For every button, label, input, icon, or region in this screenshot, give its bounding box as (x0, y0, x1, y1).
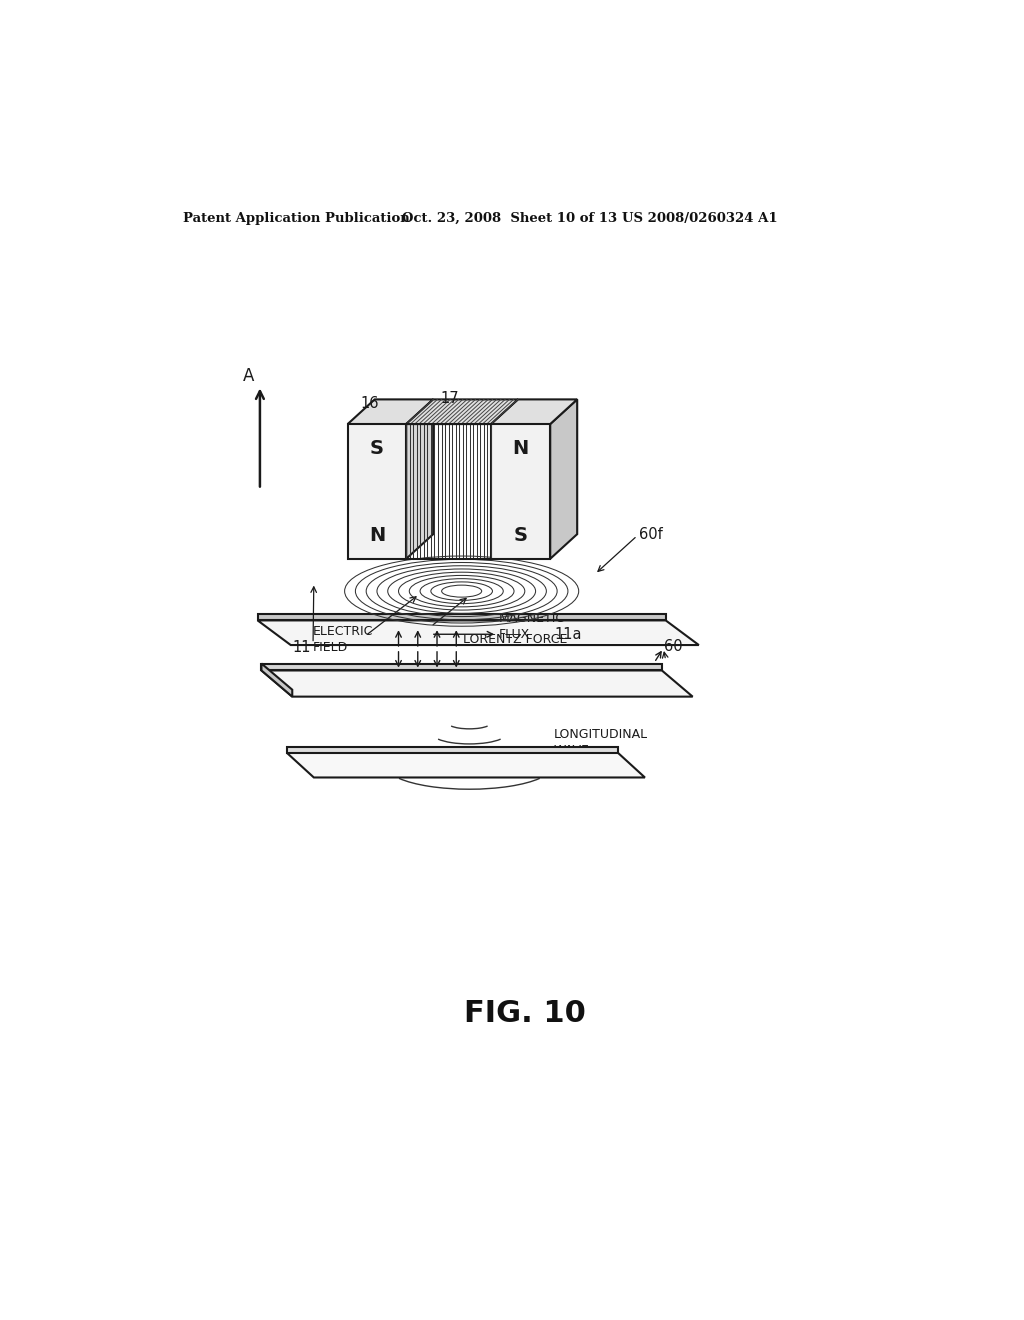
Text: LONGITUDINAL
WAVE: LONGITUDINAL WAVE (554, 727, 648, 756)
Text: Oct. 23, 2008  Sheet 10 of 13: Oct. 23, 2008 Sheet 10 of 13 (401, 213, 616, 224)
Polygon shape (258, 614, 666, 620)
Text: LORENTZ FORCE: LORENTZ FORCE (463, 634, 567, 647)
Polygon shape (261, 664, 662, 671)
Polygon shape (375, 400, 433, 535)
Polygon shape (407, 400, 518, 424)
Polygon shape (348, 400, 433, 424)
Polygon shape (287, 752, 645, 777)
Text: 11a: 11a (554, 627, 582, 642)
Text: S: S (370, 440, 384, 458)
Text: FIG. 10: FIG. 10 (464, 999, 586, 1027)
Text: US 2008/0260324 A1: US 2008/0260324 A1 (622, 213, 777, 224)
Text: 16: 16 (360, 396, 379, 411)
Text: S: S (514, 527, 527, 545)
Text: 17: 17 (440, 391, 460, 407)
Polygon shape (490, 424, 550, 558)
Text: A: A (243, 367, 254, 384)
Text: 60: 60 (665, 639, 683, 655)
Text: ELECTRIC
FIELD: ELECTRIC FIELD (312, 626, 373, 655)
Polygon shape (490, 400, 578, 424)
Text: N: N (512, 440, 528, 458)
Polygon shape (407, 400, 433, 558)
Polygon shape (261, 664, 292, 697)
Text: 60f: 60f (639, 527, 663, 541)
Polygon shape (518, 400, 578, 535)
Polygon shape (261, 671, 692, 697)
Text: Patent Application Publication: Patent Application Publication (183, 213, 410, 224)
Polygon shape (550, 400, 578, 558)
Text: MAGNETIC
FLUX: MAGNETIC FLUX (499, 612, 565, 642)
Polygon shape (287, 747, 617, 752)
Polygon shape (258, 620, 698, 645)
Polygon shape (348, 424, 407, 558)
Text: 11: 11 (292, 640, 310, 655)
Text: N: N (369, 527, 385, 545)
